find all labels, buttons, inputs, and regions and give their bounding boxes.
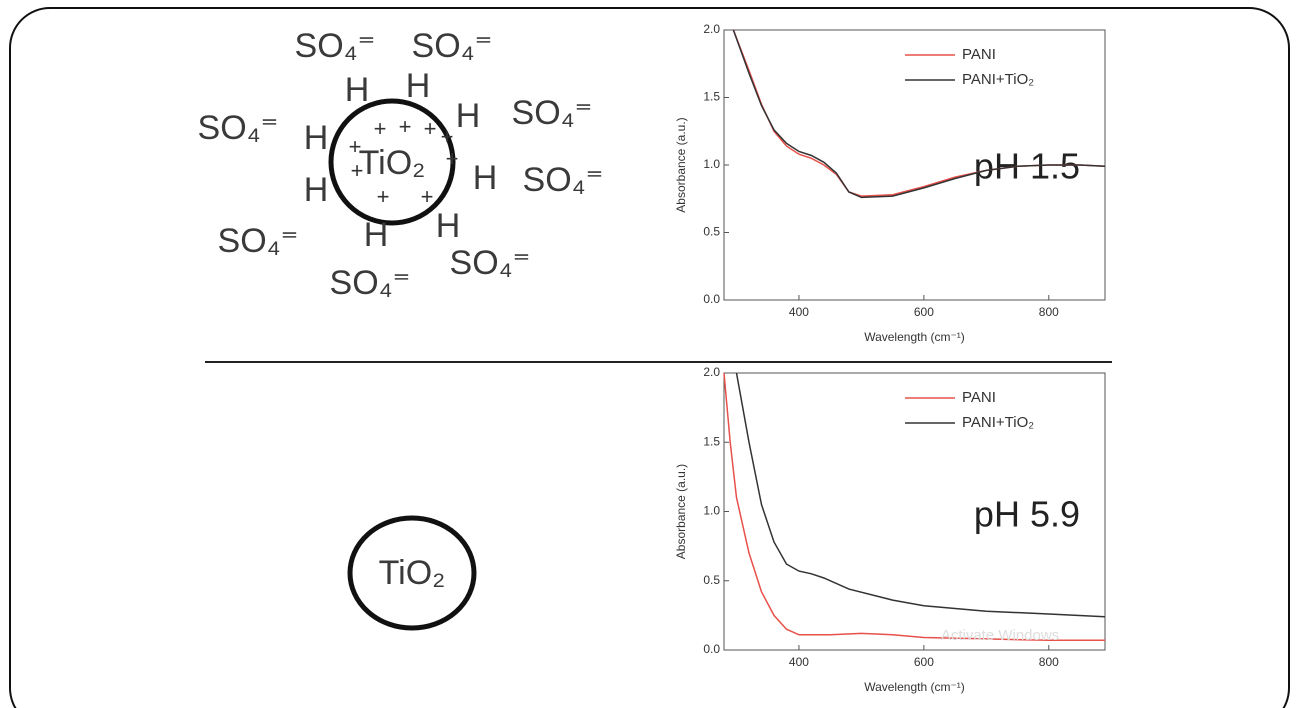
y-tick-label: 0.0 bbox=[703, 642, 720, 656]
hydrogen-label: H bbox=[456, 97, 481, 135]
legend-label: PANI bbox=[962, 46, 996, 63]
hydrogen-label: H bbox=[345, 71, 370, 109]
hydrogen-label: H bbox=[304, 119, 329, 157]
legend-label: PANI+TiO₂ bbox=[962, 414, 1034, 431]
ion-label: SO₄⁼ bbox=[198, 109, 279, 147]
y-tick-label: 0.0 bbox=[703, 292, 720, 306]
series-line bbox=[723, 372, 1105, 642]
y-tick-label: 1.5 bbox=[703, 434, 720, 448]
y-tick-label: 2.0 bbox=[703, 22, 720, 36]
hydrogen-label: H bbox=[304, 171, 329, 209]
x-axis-label: Wavelength (cm⁻¹) bbox=[864, 680, 965, 694]
x-tick-label: 400 bbox=[789, 305, 809, 319]
y-tick-label: 1.0 bbox=[703, 157, 720, 171]
x-tick-label: 600 bbox=[914, 655, 934, 669]
x-tick-label: 800 bbox=[1039, 655, 1059, 669]
ion-label: SO₄⁼ bbox=[512, 94, 593, 132]
x-tick-label: 400 bbox=[789, 655, 809, 669]
charge-sign: + bbox=[374, 116, 387, 141]
y-tick-label: 1.5 bbox=[703, 90, 720, 104]
charge-sign: + bbox=[399, 114, 412, 139]
y-tick-label: 2.0 bbox=[703, 365, 720, 379]
hydrogen-label: H bbox=[473, 159, 498, 197]
annotation: pH 5.9 bbox=[974, 493, 1080, 534]
x-tick-label: 800 bbox=[1039, 305, 1059, 319]
legend-label: PANI+TiO₂ bbox=[962, 71, 1034, 88]
y-tick-label: 1.0 bbox=[703, 504, 720, 518]
slide-frame bbox=[9, 7, 1290, 708]
charge-sign: + bbox=[421, 184, 434, 209]
core-label: TiO₂ bbox=[379, 554, 446, 592]
charge-sign: + bbox=[446, 146, 459, 171]
ion-label: SO₄⁼ bbox=[412, 27, 493, 65]
charts: 0.0 0.5 1.0 1.5 2.0 400 600 800 Wavelength (cm⁻¹… bbox=[674, 22, 1106, 694]
hydrogen-label: H bbox=[406, 67, 431, 105]
charge-sign: + bbox=[377, 184, 390, 209]
series-line bbox=[735, 372, 1106, 618]
y-axis-label: Absorbance (a.u.) bbox=[674, 464, 688, 559]
y-tick-label: 0.5 bbox=[703, 573, 720, 587]
ion-label: SO₄⁼ bbox=[523, 161, 604, 199]
y-axis-label: Absorbance (a.u.) bbox=[674, 117, 688, 212]
core-label: TiO₂ bbox=[359, 144, 426, 182]
series-line bbox=[732, 29, 1106, 199]
x-tick-label: 600 bbox=[914, 305, 934, 319]
ion-label: SO₄⁼ bbox=[330, 264, 411, 302]
charge-sign: + bbox=[424, 116, 437, 141]
ion-label: SO₄⁼ bbox=[450, 244, 531, 282]
particle bbox=[347, 515, 477, 631]
charge-sign: + bbox=[441, 124, 454, 149]
watermark: Activate Windows bbox=[941, 627, 1059, 644]
ion-label: SO₄⁼ bbox=[218, 222, 299, 260]
hydrogen-label: H bbox=[364, 216, 389, 254]
legend-label: PANI bbox=[962, 389, 996, 406]
charge-sign: + bbox=[349, 134, 362, 159]
y-tick-label: 0.5 bbox=[703, 225, 720, 239]
x-axis-label: Wavelength (cm⁻¹) bbox=[864, 330, 965, 344]
hydrogen-label: H bbox=[436, 207, 461, 245]
ion-label: SO₄⁼ bbox=[295, 27, 376, 65]
particle bbox=[328, 98, 456, 226]
charge-sign: + bbox=[351, 158, 364, 183]
